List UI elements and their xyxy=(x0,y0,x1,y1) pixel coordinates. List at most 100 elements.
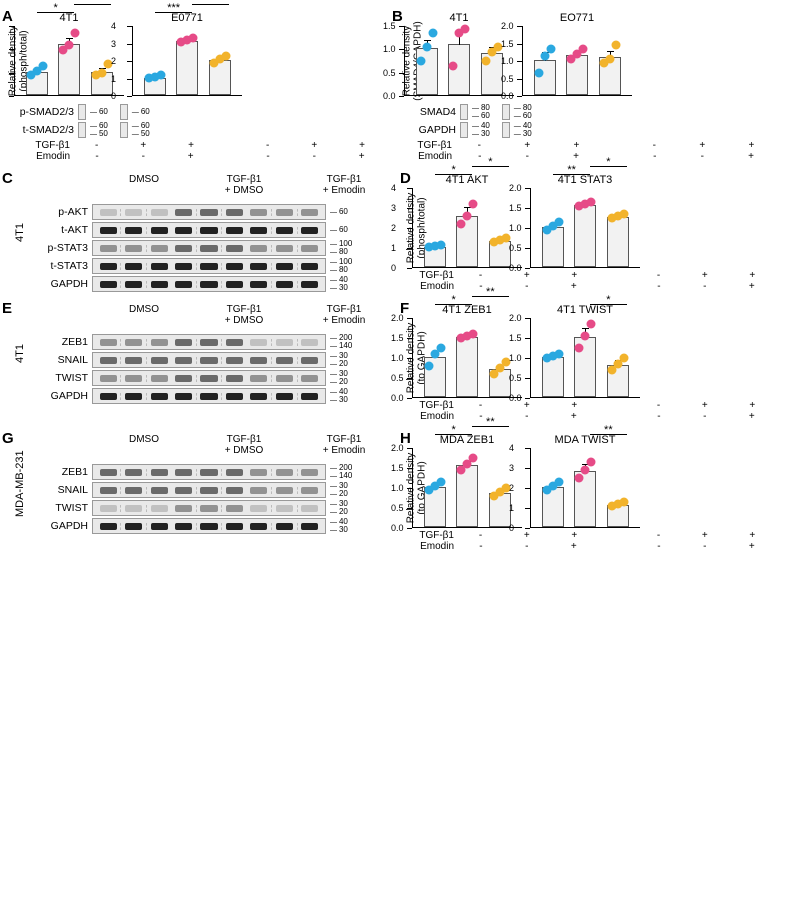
condition-value: - xyxy=(142,151,145,162)
significance-marker: * xyxy=(208,0,212,6)
condition-value: - xyxy=(266,140,269,151)
bar xyxy=(209,60,231,95)
western-blot xyxy=(78,122,86,138)
condition-value: - xyxy=(479,400,482,411)
condition-label: Emodin xyxy=(412,411,458,422)
molecular-weight-marks: 4030 xyxy=(330,276,348,292)
scatter-dot xyxy=(555,218,564,227)
panel-b-charts: 4T10.00.51.01.5Relative density(SMAD4/GA… xyxy=(404,12,776,96)
condition-value: - xyxy=(703,281,706,292)
condition-value: + xyxy=(749,541,755,552)
molecular-weight-marks: 3020 xyxy=(330,482,348,498)
bar xyxy=(574,337,596,397)
condition-value: + xyxy=(749,281,755,292)
condition-value: + xyxy=(571,400,577,411)
scatter-dot xyxy=(461,24,470,33)
scatter-dot xyxy=(605,55,614,64)
molecular-weight-marks: 8060 xyxy=(472,104,490,120)
significance-marker: * xyxy=(452,164,456,176)
condition-value: - xyxy=(479,270,482,281)
western-blot xyxy=(92,334,326,350)
blot-row-label: SNAIL xyxy=(30,484,88,496)
western-blot xyxy=(92,500,326,516)
western-blot xyxy=(92,222,326,238)
molecular-weight-marks: 3020 xyxy=(330,352,348,368)
condition-value: + xyxy=(748,151,754,162)
condition-value: - xyxy=(525,541,528,552)
condition-label: TGF-β1 xyxy=(412,530,458,541)
condition-value: - xyxy=(653,140,656,151)
bar xyxy=(607,505,629,527)
condition-value: - xyxy=(478,140,481,151)
bar xyxy=(58,44,80,95)
panel-a-charts: 4T10123Relative density(phosph/total)** … xyxy=(14,12,386,96)
bar xyxy=(489,493,511,527)
bar xyxy=(607,365,629,397)
condition-value: + xyxy=(188,140,194,151)
blot-headers: DMSO TGF-β1+ DMSO TGF-β1+ Emodin xyxy=(94,304,394,326)
panel-d-charts: 4T1 AKT01234Relative density(phosph/tota… xyxy=(412,174,776,268)
condition-value: + xyxy=(524,140,530,151)
blot-row-label: GAPDH xyxy=(30,390,88,402)
molecular-weight-marks: 3020 xyxy=(330,370,348,386)
significance-marker: * xyxy=(90,0,94,6)
panel-a-blots: p-SMAD2/36060t-SMAD2/360506050 xyxy=(14,100,386,138)
scatter-dot xyxy=(65,41,74,50)
molecular-weight-marks: 200140 xyxy=(330,334,352,350)
panel-letter-g: G xyxy=(2,430,14,447)
scatter-dot xyxy=(457,220,466,229)
panel-h-charts: MDA ZEB10.00.51.01.52.0Relative density(… xyxy=(412,434,776,528)
condition-value: - xyxy=(657,530,660,541)
bar xyxy=(542,487,564,527)
condition-value: + xyxy=(571,281,577,292)
scatter-dot xyxy=(429,29,438,38)
significance-marker: * xyxy=(488,156,492,168)
bar-chart: 0.00.51.01.52.0Relative density(to GAPDH… xyxy=(412,318,522,398)
scatter-dot xyxy=(575,474,584,483)
panel-c-side-label: 4T1 xyxy=(14,174,26,292)
bar xyxy=(144,78,166,96)
condition-value: + xyxy=(188,151,194,162)
bar-chart: 0.00.51.01.52.0* xyxy=(530,318,640,398)
condition-value: + xyxy=(749,400,755,411)
western-blot xyxy=(92,240,326,256)
panel-f-charts: 4T1 ZEB10.00.51.01.52.0Relative density(… xyxy=(412,304,776,398)
condition-value: + xyxy=(573,140,579,151)
blot-row-label: t-SMAD2/3 xyxy=(14,124,74,136)
scatter-dot xyxy=(535,69,544,78)
scatter-dot xyxy=(619,210,628,219)
scatter-dot xyxy=(469,454,478,463)
molecular-weight-marks: 6050 xyxy=(132,122,150,138)
scatter-dot xyxy=(619,498,628,507)
blot-row-label: p-STAT3 xyxy=(30,242,88,254)
bar xyxy=(424,247,446,267)
condition-label: TGF-β1 xyxy=(412,400,458,411)
scatter-dot xyxy=(469,330,478,339)
bar-chart: 0123Relative density(phosph/total)** xyxy=(14,26,124,96)
condition-label: TGF-β1 xyxy=(404,140,456,151)
scatter-dot xyxy=(581,466,590,475)
condition-value: + xyxy=(571,411,577,422)
blot-row-label: p-AKT xyxy=(30,206,88,218)
molecular-weight-marks: 200140 xyxy=(330,464,352,480)
condition-label: Emodin xyxy=(14,151,74,162)
molecular-weight-marks: 6050 xyxy=(90,122,108,138)
scatter-dot xyxy=(481,57,490,66)
western-blot xyxy=(92,276,326,292)
condition-value: + xyxy=(524,530,530,541)
condition-value: + xyxy=(702,530,708,541)
molecular-weight-marks: 4030 xyxy=(330,388,348,404)
condition-label: Emodin xyxy=(404,151,456,162)
bar xyxy=(456,337,478,397)
panel-b-blots: SMAD480608060GAPDH40304030 xyxy=(404,100,776,138)
condition-value: + xyxy=(749,411,755,422)
western-blot xyxy=(460,104,468,120)
scatter-dot xyxy=(425,362,434,371)
condition-value: - xyxy=(653,151,656,162)
scatter-dot xyxy=(501,234,510,243)
bar xyxy=(456,216,478,267)
panel-letter-a: A xyxy=(2,8,13,25)
bar xyxy=(574,471,596,527)
chart-title: 4T1 xyxy=(60,12,79,24)
molecular-weight-marks: 4030 xyxy=(514,122,532,138)
